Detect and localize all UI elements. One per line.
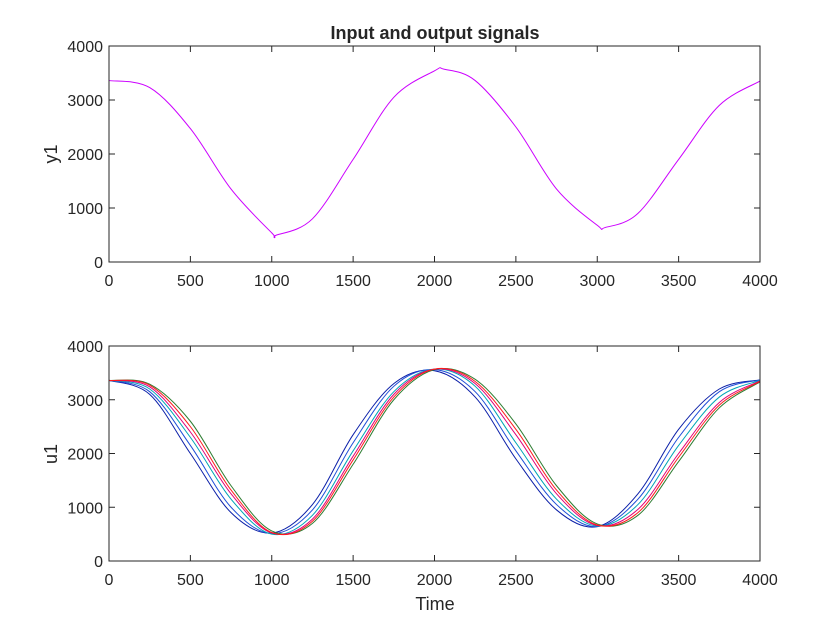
top-x-tick-label: 1000 [254, 273, 290, 290]
bottom-y-tick-label: 1000 [67, 500, 103, 517]
bottom-series-line-1 [108, 369, 761, 534]
bottom-x-tick-label: 1000 [254, 572, 290, 589]
bottom-subplot: 0 500 1000 1500 2000 2500 3000 3500 4000 0 1000 200… [41, 339, 778, 614]
top-x-tick-label: 2000 [417, 273, 453, 290]
bottom-x-tick-label: 500 [177, 572, 204, 589]
top-y-tick-label: 0 [94, 255, 103, 272]
top-ticks: 0 500 1000 1500 2000 2500 3000 3500 4000 0 1000 200… [67, 39, 777, 290]
top-series-line-1 [108, 67, 761, 239]
bottom-x-tick-label: 4000 [742, 572, 778, 589]
top-y-tick-label: 2000 [67, 147, 103, 164]
top-x-tick-label: 1500 [335, 273, 371, 290]
bottom-y-tick-label: 0 [94, 554, 103, 571]
top-x-tick-label: 0 [105, 273, 114, 290]
top-series-group [108, 67, 761, 239]
top-y-axis-label: y1 [41, 144, 61, 163]
bottom-x-tick-label: 3500 [661, 572, 697, 589]
bottom-x-axis-label: Time [415, 594, 454, 614]
bottom-x-tick-label: 0 [105, 572, 114, 589]
top-x-tick-label: 500 [177, 273, 204, 290]
top-y-tick-label: 3000 [67, 93, 103, 110]
top-x-tick-label: 3500 [661, 273, 697, 290]
bottom-series-group [108, 367, 761, 536]
bottom-y-tick-label: 4000 [67, 339, 103, 356]
bottom-x-tick-label: 3000 [579, 572, 615, 589]
bottom-ticks: 0 500 1000 1500 2000 2500 3000 3500 4000 0 1000 200… [67, 339, 777, 589]
bottom-x-tick-label: 2500 [498, 572, 534, 589]
top-y-tick-label: 4000 [67, 39, 103, 56]
bottom-y-tick-label: 2000 [67, 447, 103, 464]
bottom-series-line-4 [108, 367, 761, 535]
bottom-y-tick-label: 3000 [67, 393, 103, 410]
bottom-y-axis-label: u1 [41, 444, 61, 464]
top-x-tick-label: 3000 [579, 273, 615, 290]
chart-title: Input and output signals [331, 23, 540, 43]
top-subplot: Input and output signals 0 500 1000 1500 200… [41, 23, 778, 290]
bottom-x-tick-label: 2000 [417, 572, 453, 589]
bottom-x-tick-label: 1500 [335, 572, 371, 589]
top-y-tick-label: 1000 [67, 201, 103, 218]
top-x-tick-label: 4000 [742, 273, 778, 290]
top-x-tick-label: 2500 [498, 273, 534, 290]
bottom-series-line-6 [108, 367, 761, 536]
